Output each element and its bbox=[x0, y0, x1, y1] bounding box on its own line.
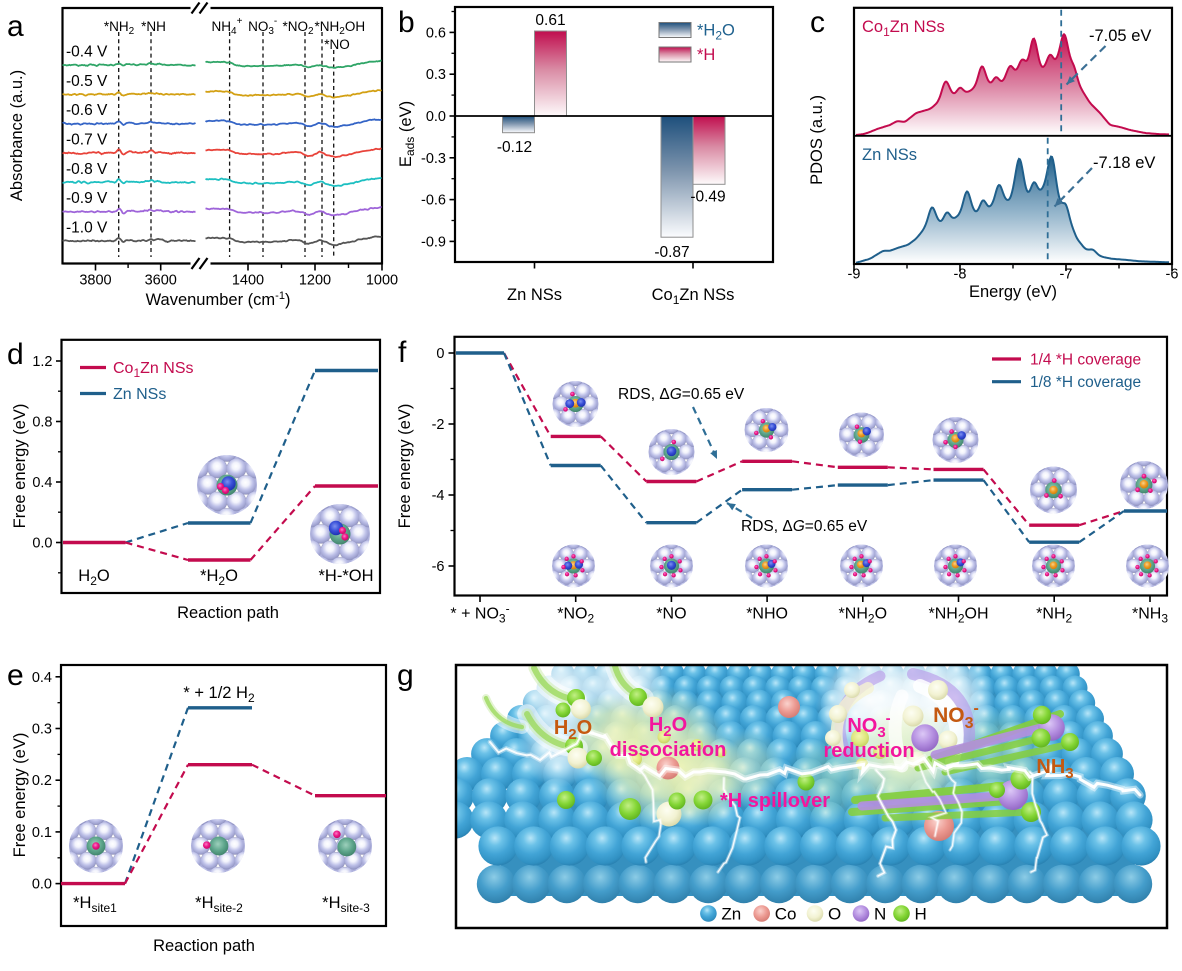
svg-text:*H2O: *H2O bbox=[200, 567, 238, 588]
svg-text:-9: -9 bbox=[848, 267, 861, 283]
svg-text:Reaction path: Reaction path bbox=[153, 937, 255, 955]
svg-text:reduction: reduction bbox=[823, 740, 914, 762]
svg-text:*NH3: *NH3 bbox=[1132, 606, 1168, 626]
svg-text:*NH2OH: *NH2OH bbox=[928, 606, 988, 626]
svg-text:-0.12: -0.12 bbox=[497, 139, 532, 156]
svg-text:*NO: *NO bbox=[324, 37, 350, 52]
svg-text:* + 1/2 H2: * + 1/2 H2 bbox=[183, 684, 255, 705]
svg-text:1/4 *H coverage: 1/4 *H coverage bbox=[1030, 352, 1141, 369]
svg-text:Wavenumber (cm-1): Wavenumber (cm-1) bbox=[146, 290, 291, 309]
svg-text:-7.18 eV: -7.18 eV bbox=[1093, 154, 1155, 172]
svg-text:-0.7 V: -0.7 V bbox=[66, 132, 108, 149]
svg-text:PDOS (a.u.): PDOS (a.u.) bbox=[808, 95, 826, 185]
svg-text:e: e bbox=[7, 659, 24, 692]
svg-text:0.3: 0.3 bbox=[426, 67, 446, 83]
svg-text:0.3: 0.3 bbox=[32, 722, 52, 738]
svg-text:H2O: H2O bbox=[78, 567, 110, 588]
svg-text:3800: 3800 bbox=[79, 273, 111, 289]
svg-text:*NH: *NH bbox=[141, 19, 166, 34]
svg-text:dissociation: dissociation bbox=[610, 739, 727, 761]
svg-text:-6: -6 bbox=[1166, 267, 1179, 283]
svg-text:Co1Zn NSs: Co1Zn NSs bbox=[652, 286, 735, 307]
svg-text:Free energy (eV): Free energy (eV) bbox=[11, 404, 29, 529]
svg-text:-0.4 V: -0.4 V bbox=[66, 44, 108, 61]
svg-text:Zn NSs: Zn NSs bbox=[507, 286, 562, 304]
svg-text:*NO2: *NO2 bbox=[282, 19, 314, 37]
svg-text:O: O bbox=[828, 905, 841, 924]
svg-text:c: c bbox=[810, 6, 825, 39]
svg-text:-0.9 V: -0.9 V bbox=[66, 190, 108, 207]
svg-text:*NO: *NO bbox=[656, 606, 686, 623]
svg-text:-1.0 V: -1.0 V bbox=[66, 220, 108, 237]
svg-text:*NH2OH: *NH2OH bbox=[315, 19, 366, 37]
svg-text:0: 0 bbox=[436, 346, 444, 362]
svg-text:H2O: H2O bbox=[649, 714, 687, 740]
svg-text:1.2: 1.2 bbox=[32, 354, 52, 370]
svg-text:1400: 1400 bbox=[232, 273, 264, 289]
svg-text:-0.9: -0.9 bbox=[421, 234, 446, 250]
svg-text:*NH2: *NH2 bbox=[1036, 606, 1072, 626]
svg-text:0.8: 0.8 bbox=[32, 415, 52, 431]
svg-text:-0.3: -0.3 bbox=[421, 151, 446, 167]
svg-text:-2: -2 bbox=[432, 417, 445, 433]
svg-text:-0.8 V: -0.8 V bbox=[66, 161, 108, 178]
svg-text:-7: -7 bbox=[1060, 267, 1073, 283]
svg-text:0.61: 0.61 bbox=[535, 12, 565, 29]
svg-text:*H: *H bbox=[697, 46, 715, 64]
svg-text:3600: 3600 bbox=[145, 273, 177, 289]
svg-text:-0.6: -0.6 bbox=[421, 193, 446, 209]
svg-text:0.0: 0.0 bbox=[426, 109, 446, 125]
svg-text:g: g bbox=[397, 659, 414, 692]
svg-text:-0.6 V: -0.6 V bbox=[66, 102, 108, 119]
svg-text:RDS, ΔG=0.65 eV: RDS, ΔG=0.65 eV bbox=[741, 518, 868, 535]
svg-text:b: b bbox=[398, 6, 415, 39]
svg-text:N: N bbox=[874, 905, 886, 924]
svg-text:-7.05 eV: -7.05 eV bbox=[1089, 27, 1151, 45]
svg-text:*NH2O: *NH2O bbox=[839, 606, 887, 626]
svg-text:f: f bbox=[398, 336, 407, 369]
svg-text:Free energy (eV): Free energy (eV) bbox=[396, 404, 414, 529]
svg-text:*H2O: *H2O bbox=[697, 22, 735, 43]
svg-text:Zn NSs: Zn NSs bbox=[113, 386, 166, 403]
svg-text:*NHO: *NHO bbox=[746, 606, 788, 623]
svg-text:Absorbance (a.u.): Absorbance (a.u.) bbox=[8, 70, 26, 201]
svg-text:0.6: 0.6 bbox=[426, 25, 446, 41]
svg-text:-0.87: -0.87 bbox=[654, 244, 689, 261]
svg-text:Co: Co bbox=[775, 905, 797, 924]
svg-text:1200: 1200 bbox=[299, 273, 331, 289]
svg-text:H2O: H2O bbox=[554, 717, 592, 743]
svg-text:H: H bbox=[915, 905, 927, 924]
svg-text:Zn NSs: Zn NSs bbox=[862, 146, 917, 164]
svg-text:1000: 1000 bbox=[366, 273, 398, 289]
svg-text:*H-*OH: *H-*OH bbox=[318, 567, 373, 585]
svg-text:-6: -6 bbox=[432, 559, 445, 575]
svg-text:-4: -4 bbox=[432, 488, 445, 504]
svg-text:1/8 *H coverage: 1/8 *H coverage bbox=[1030, 374, 1141, 391]
svg-text:Reaction path: Reaction path bbox=[177, 604, 279, 622]
svg-text:*H spillover: *H spillover bbox=[720, 790, 830, 812]
svg-text:d: d bbox=[7, 338, 24, 371]
svg-text:0.4: 0.4 bbox=[32, 670, 52, 686]
svg-text:0.2: 0.2 bbox=[32, 773, 52, 789]
svg-text:-8: -8 bbox=[954, 267, 967, 283]
svg-text:0.0: 0.0 bbox=[32, 877, 52, 893]
svg-text:0.4: 0.4 bbox=[32, 475, 52, 491]
svg-text:Eads (eV): Eads (eV) bbox=[397, 101, 417, 167]
svg-text:*NO2: *NO2 bbox=[557, 606, 594, 626]
svg-text:Zn: Zn bbox=[721, 905, 741, 924]
svg-text:RDS, ΔG=0.65 eV: RDS, ΔG=0.65 eV bbox=[618, 386, 745, 403]
svg-text:a: a bbox=[7, 10, 24, 43]
svg-text:0.1: 0.1 bbox=[32, 825, 52, 841]
svg-text:-0.49: -0.49 bbox=[690, 189, 725, 206]
svg-text:-0.5 V: -0.5 V bbox=[66, 73, 108, 90]
svg-text:Co1Zn NSs: Co1Zn NSs bbox=[862, 18, 945, 39]
svg-text:0.0: 0.0 bbox=[32, 536, 52, 552]
svg-text:*NH2: *NH2 bbox=[104, 19, 135, 37]
svg-text:Co1Zn NSs: Co1Zn NSs bbox=[113, 360, 193, 380]
svg-text:Energy (eV): Energy (eV) bbox=[969, 283, 1057, 301]
svg-text:Free energy (eV): Free energy (eV) bbox=[11, 733, 29, 858]
